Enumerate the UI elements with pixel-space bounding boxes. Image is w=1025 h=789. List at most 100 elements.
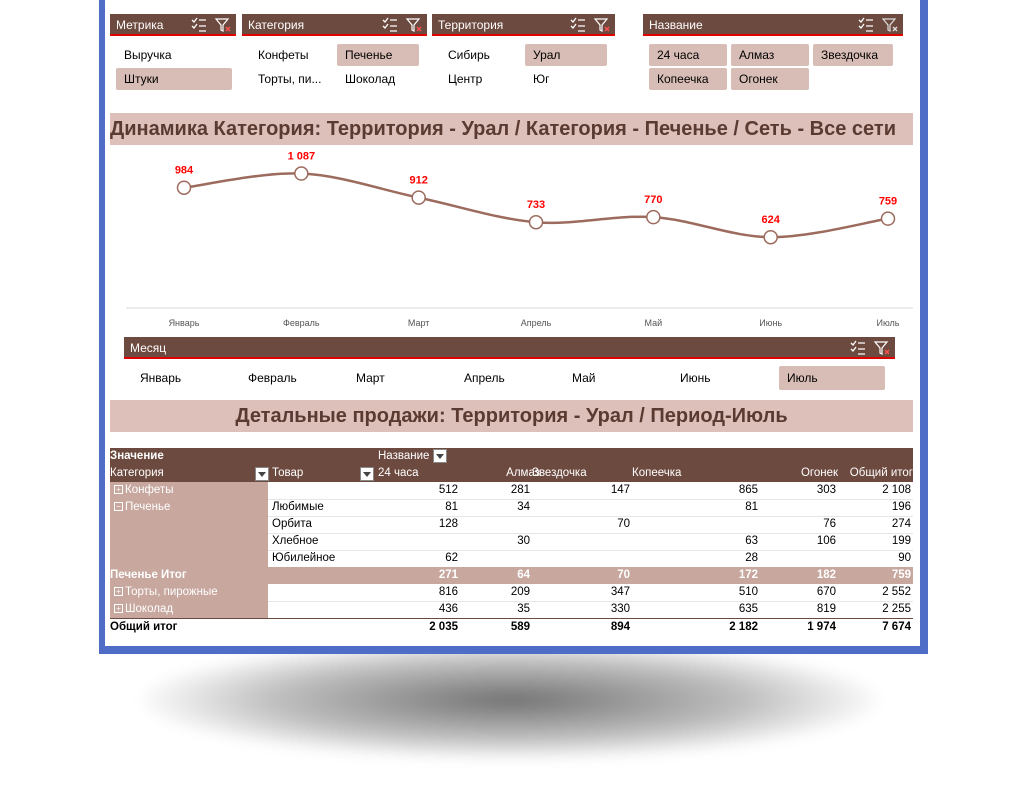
slicer-name-item[interactable]: 24 часа bbox=[649, 44, 727, 66]
pivot-column-header: Общий итог bbox=[849, 467, 913, 479]
multi-select-icon[interactable] bbox=[849, 339, 867, 357]
name-filter-dropdown[interactable] bbox=[432, 448, 447, 463]
data-point[interactable] bbox=[646, 209, 661, 225]
data-label: 770 bbox=[644, 194, 662, 206]
table-cell: 76 bbox=[823, 518, 836, 530]
table-cell: 70 bbox=[617, 569, 630, 581]
slicer-territory-title: Территория bbox=[438, 18, 504, 32]
expand-icon[interactable]: + bbox=[114, 485, 123, 495]
row-category[interactable]: + Торты, пирожные bbox=[110, 584, 268, 601]
slicer-month-item[interactable]: Май bbox=[572, 371, 596, 385]
slicer-month-item[interactable]: Январь bbox=[140, 371, 182, 385]
slicer-month-title: Месяц bbox=[130, 341, 167, 355]
row-product: Юбилейное bbox=[272, 552, 336, 564]
slicer-month-item[interactable]: Апрель bbox=[464, 371, 505, 385]
data-point[interactable] bbox=[880, 211, 896, 226]
row-category-label: Конфеты bbox=[125, 484, 174, 496]
slicer-name-item[interactable]: Огонек bbox=[731, 68, 809, 90]
expand-icon[interactable]: + bbox=[114, 604, 123, 614]
table-cell: 330 bbox=[610, 603, 630, 615]
table-row: + Шоколад 436 35 330 635 819 2 255 bbox=[110, 601, 913, 619]
multi-select-icon[interactable] bbox=[190, 16, 208, 34]
slicer-metric-header: Метрика bbox=[110, 14, 236, 36]
row-category bbox=[110, 516, 268, 533]
row-category-label: Шоколад bbox=[125, 603, 174, 615]
row-category[interactable]: + Шоколад bbox=[110, 601, 268, 618]
table-cell: 816 bbox=[438, 586, 458, 598]
row-category-label: Общий итог bbox=[110, 621, 178, 633]
slicer-month-item[interactable]: Февраль bbox=[248, 371, 297, 385]
row-product: Хлебное bbox=[272, 535, 319, 547]
pivot-column-header: Копеечка bbox=[632, 467, 682, 479]
data-point[interactable] bbox=[411, 190, 426, 205]
table-cell: 512 bbox=[438, 484, 458, 496]
clear-filter-icon[interactable] bbox=[214, 16, 232, 34]
table-cell: 106 bbox=[816, 535, 836, 547]
slicer-metric-item[interactable]: Выручка bbox=[124, 48, 172, 62]
table-cell bbox=[552, 550, 632, 567]
data-point[interactable] bbox=[528, 214, 544, 230]
multi-select-icon[interactable] bbox=[381, 16, 399, 34]
slicer-month-item[interactable]: Июль bbox=[779, 366, 885, 390]
table-row: Юбилейное 62 28 90 bbox=[110, 550, 913, 568]
table-row: + Конфеты 512 281 147 865 303 2 108 bbox=[110, 482, 913, 500]
slicer-metric-item[interactable]: Штуки bbox=[116, 68, 232, 90]
slicer-category-item[interactable]: Конфеты bbox=[258, 48, 309, 62]
slicer-territory-item[interactable]: Урал bbox=[525, 44, 607, 66]
data-point[interactable] bbox=[176, 180, 192, 195]
clear-filter-icon[interactable] bbox=[881, 16, 899, 34]
table-cell bbox=[552, 533, 632, 550]
slicer-month-item[interactable]: Июнь bbox=[680, 371, 711, 385]
table-row: Орбита 128 70 76 274 bbox=[110, 516, 913, 534]
row-category bbox=[110, 533, 268, 550]
table-cell: 635 bbox=[738, 603, 758, 615]
product-filter-dropdown[interactable] bbox=[360, 467, 374, 481]
x-tick-label: Апрель bbox=[521, 318, 552, 328]
slicer-territory-header: Территория bbox=[432, 14, 615, 36]
table-cell bbox=[758, 550, 838, 567]
line-chart: 984 Январь 1 087 Февраль 912 Март 733 Апрель 770… bbox=[126, 151, 913, 328]
row-category-label: Печенье bbox=[125, 501, 171, 513]
clear-filter-icon[interactable] bbox=[405, 16, 423, 34]
row-category-label: Торты, пирожные bbox=[125, 586, 218, 598]
slicer-territory-item[interactable]: Центр bbox=[448, 72, 483, 86]
table-cell: 209 bbox=[510, 586, 530, 598]
slicer-name: Название 24 часа Алмаз Звездочка Копеечк… bbox=[643, 14, 903, 94]
chart-title: Динамика Категория: Территория - Урал / … bbox=[110, 113, 913, 145]
row-category: Общий итог bbox=[110, 619, 268, 636]
slicer-name-item[interactable]: Алмаз bbox=[731, 44, 809, 66]
table-cell: 670 bbox=[816, 586, 836, 598]
table-cell bbox=[552, 499, 632, 516]
slicer-category-item[interactable]: Печенье bbox=[337, 44, 419, 66]
expand-icon[interactable]: + bbox=[114, 587, 123, 597]
table-row: + Торты, пирожные 816 209 347 510 670 2 552 bbox=[110, 584, 913, 602]
slicer-name-item[interactable]: Копеечка bbox=[649, 68, 727, 90]
row-product: Любимые bbox=[272, 501, 324, 513]
row-product: Орбита bbox=[272, 518, 312, 530]
slicer-territory-item[interactable]: Юг bbox=[533, 72, 550, 86]
row-product bbox=[272, 601, 372, 618]
x-tick-label: Январь bbox=[169, 318, 200, 328]
category-filter-dropdown[interactable] bbox=[255, 467, 269, 481]
table-cell: 34 bbox=[517, 501, 530, 513]
slicer-month-item[interactable]: Март bbox=[356, 371, 385, 385]
clear-filter-icon[interactable] bbox=[873, 339, 891, 357]
clear-filter-icon[interactable] bbox=[593, 16, 611, 34]
pivot-column-header: Алмаз bbox=[506, 467, 540, 479]
slicer-name-item[interactable]: Звездочка bbox=[813, 44, 893, 66]
slicer-category-item[interactable]: Шоколад bbox=[345, 72, 396, 86]
table-cell: 759 bbox=[891, 569, 911, 581]
row-category[interactable]: − Печенье bbox=[110, 499, 268, 516]
table-cell: 63 bbox=[745, 535, 758, 547]
slicer-category-item[interactable]: Торты, пи... bbox=[258, 72, 322, 86]
multi-select-icon[interactable] bbox=[857, 16, 875, 34]
row-category[interactable]: + Конфеты bbox=[110, 482, 268, 499]
collapse-icon[interactable]: − bbox=[114, 502, 123, 512]
data-point[interactable] bbox=[763, 229, 778, 245]
slicer-territory-item[interactable]: Сибирь bbox=[448, 48, 490, 62]
data-point[interactable] bbox=[294, 166, 309, 181]
pivot-name-field: Название bbox=[378, 448, 468, 465]
multi-select-icon[interactable] bbox=[569, 16, 587, 34]
table-cell: 865 bbox=[738, 484, 758, 496]
table-cell: 128 bbox=[438, 518, 458, 530]
